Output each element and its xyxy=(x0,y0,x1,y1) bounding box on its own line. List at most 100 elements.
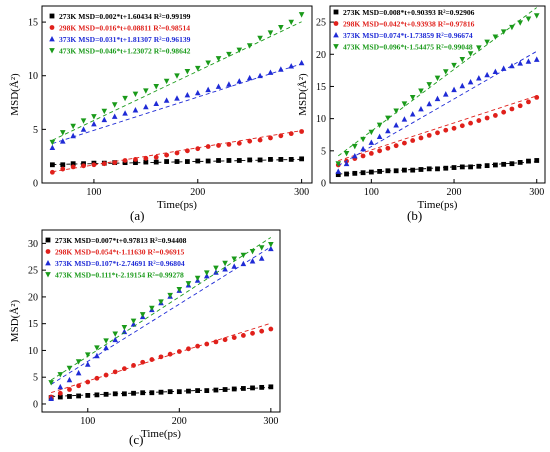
data-point-373K xyxy=(84,361,91,367)
data-point-473K xyxy=(48,380,54,386)
data-point-298K xyxy=(426,132,432,138)
legend-marker-473K xyxy=(49,48,55,54)
data-point-373K xyxy=(80,126,87,132)
data-point-273K xyxy=(250,385,255,391)
data-point-473K xyxy=(176,287,183,293)
data-point-473K xyxy=(94,345,100,351)
data-point-298K xyxy=(222,337,228,343)
data-point-373K xyxy=(66,376,73,383)
data-point-298K xyxy=(360,153,366,159)
y-tick-label: 15 xyxy=(316,82,326,93)
data-point-273K xyxy=(133,160,138,166)
data-point-273K xyxy=(231,386,237,392)
data-point-273K xyxy=(176,389,182,395)
legend-marker-473K xyxy=(45,272,51,278)
data-point-298K xyxy=(240,333,246,338)
data-point-298K xyxy=(393,143,399,149)
data-point-373K xyxy=(205,86,211,93)
data-point-298K xyxy=(112,160,118,166)
data-point-298K xyxy=(195,343,201,349)
fit-line-373K xyxy=(338,50,537,167)
data-point-473K xyxy=(149,305,155,312)
data-point-373K xyxy=(525,58,532,64)
data-point-298K xyxy=(184,148,190,154)
data-point-373K xyxy=(426,100,433,107)
data-point-273K xyxy=(526,158,531,164)
legend-entry-298K: 298K MSD=0.042*t+0.93938 R²=0.97816 xyxy=(343,20,475,29)
plot-frame xyxy=(329,5,546,184)
data-point-273K xyxy=(67,394,72,399)
data-point-273K xyxy=(476,163,482,169)
data-point-373K xyxy=(132,107,139,113)
data-point-373K xyxy=(240,260,247,267)
data-point-273K xyxy=(184,159,190,164)
y-tick-label: 25 xyxy=(316,18,326,29)
data-point-298K xyxy=(476,118,482,123)
legend-marker-298K xyxy=(45,249,51,254)
data-point-298K xyxy=(174,150,180,156)
data-point-273K xyxy=(247,157,253,163)
x-axis-label: Time(ps) xyxy=(157,199,197,211)
data-point-298K xyxy=(133,157,138,162)
y-tick-label: 15 xyxy=(28,18,38,29)
data-point-373K xyxy=(476,75,482,81)
data-point-298K xyxy=(526,99,531,105)
data-point-298K xyxy=(213,339,219,345)
y-tick-label: 25 xyxy=(28,266,38,277)
y-axis-label: MSD(Å²) xyxy=(9,299,21,342)
data-point-373K xyxy=(418,105,424,112)
data-point-373K xyxy=(484,71,490,78)
data-point-473K xyxy=(268,242,274,248)
data-point-473K xyxy=(426,82,433,88)
data-point-473K xyxy=(194,65,201,72)
data-point-473K xyxy=(246,43,253,49)
data-point-373K xyxy=(393,122,399,128)
data-point-298K xyxy=(57,390,63,396)
y-tick-label: 10 xyxy=(28,346,38,357)
data-point-298K xyxy=(410,138,416,143)
data-point-473K xyxy=(203,270,210,276)
data-point-298K xyxy=(140,359,146,365)
data-point-373K xyxy=(194,89,201,96)
data-point-298K xyxy=(250,330,255,336)
data-point-373K xyxy=(434,95,441,102)
data-point-473K xyxy=(122,95,128,102)
data-point-473K xyxy=(231,256,238,262)
data-point-473K xyxy=(130,318,137,324)
data-point-273K xyxy=(70,161,76,167)
data-point-373K xyxy=(451,86,457,93)
data-point-298K xyxy=(368,150,374,156)
data-point-373K xyxy=(258,255,265,261)
data-point-373K xyxy=(246,74,253,81)
data-point-298K xyxy=(131,363,136,368)
data-point-273K xyxy=(451,165,457,170)
data-point-298K xyxy=(70,164,76,170)
y-tick-label: 0 xyxy=(33,399,38,410)
data-point-473K xyxy=(368,129,375,136)
data-point-273K xyxy=(57,394,63,400)
x-axis-label: Time(ps) xyxy=(418,199,458,211)
y-tick-label: 5 xyxy=(321,146,326,157)
data-point-473K xyxy=(143,88,149,94)
data-point-273K xyxy=(288,157,294,162)
data-point-473K xyxy=(418,88,424,94)
data-point-273K xyxy=(268,157,273,162)
data-point-373K xyxy=(257,72,263,79)
data-point-473K xyxy=(174,73,180,79)
data-point-298K xyxy=(103,372,109,378)
data-point-473K xyxy=(57,372,64,378)
y-tick-label: 15 xyxy=(28,319,38,330)
data-point-473K xyxy=(343,150,350,157)
data-point-273K xyxy=(213,387,219,393)
data-point-473K xyxy=(158,299,164,305)
data-point-473K xyxy=(139,312,146,318)
data-point-273K xyxy=(240,386,246,391)
data-point-273K xyxy=(268,384,274,390)
data-point-298K xyxy=(67,387,72,392)
data-point-273K xyxy=(534,158,540,163)
data-point-273K xyxy=(335,172,341,178)
legend-entry-373K: 373K MSD=0.031*t+1.81307 R²=0.96139 xyxy=(59,35,191,44)
legend-entry-473K: 473K MSD=0.111*t-2.19154 R²=0.99278 xyxy=(55,271,184,280)
plot-frame xyxy=(41,5,313,184)
